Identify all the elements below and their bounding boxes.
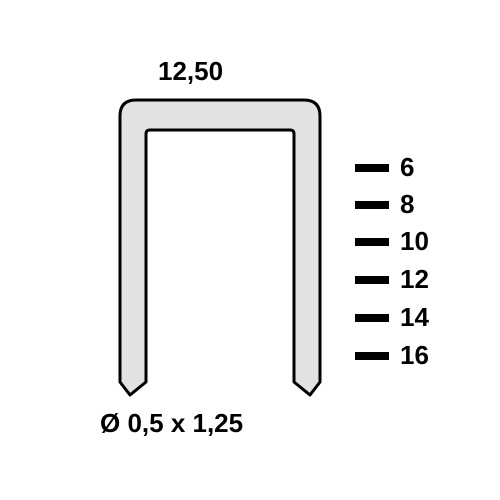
diagram-canvas: 12,50 6 8 10 12 14 16 Ø 0,5 x 1,25 — [0, 0, 500, 500]
length-tick — [355, 352, 389, 360]
length-tick-label: 12 — [400, 264, 429, 295]
length-tick-label: 6 — [400, 152, 414, 183]
length-tick-label: 14 — [400, 302, 429, 333]
length-tick — [355, 276, 389, 284]
width-label: 12,50 — [158, 56, 223, 87]
length-tick — [355, 314, 389, 322]
length-tick — [355, 238, 389, 246]
length-tick — [355, 201, 389, 209]
length-tick — [355, 164, 389, 172]
diameter-label: Ø 0,5 x 1,25 — [100, 408, 243, 439]
length-tick-label: 16 — [400, 340, 429, 371]
length-tick-label: 10 — [400, 226, 429, 257]
length-tick-label: 8 — [400, 189, 414, 220]
